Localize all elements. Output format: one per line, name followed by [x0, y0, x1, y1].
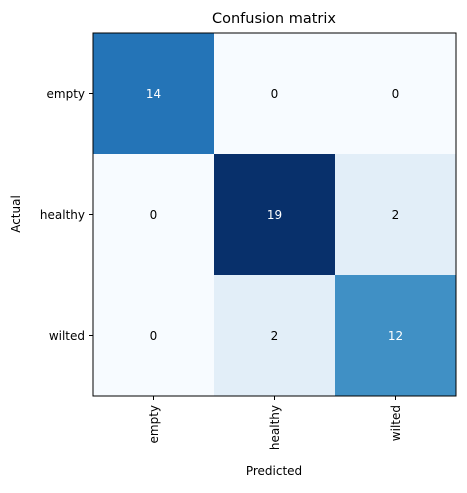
- heatmap-cell-value-0-2: 0: [392, 87, 400, 101]
- heatmap-cell-value-0-0: 14: [146, 87, 161, 101]
- heatmap-cell-value-1-0: 0: [150, 208, 158, 222]
- heatmap-cell-0-2: [335, 33, 457, 155]
- heatmap-cell-1-0: [93, 154, 215, 276]
- heatmap-cell-value-1-2: 2: [392, 208, 400, 222]
- x-tick-label-1: healthy: [268, 405, 282, 450]
- heatmap-cell-1-1: [214, 154, 336, 276]
- heatmap-cell-1-2: [335, 154, 457, 276]
- x-axis-ticks: empty healthy wilted: [147, 396, 403, 450]
- heatmap-cell-2-0: [93, 275, 215, 397]
- heatmap-cell-0-1: [214, 33, 336, 155]
- y-tick-label-2: wilted: [49, 329, 85, 343]
- y-axis-ticks: empty healthy wilted: [40, 87, 93, 343]
- heatmap-cell-value-2-0: 0: [150, 329, 158, 343]
- heatmap-cell-labels: 14 0 0 0 19 2 0 2 12: [146, 87, 403, 343]
- heatmap-cell-0-0: [93, 33, 215, 155]
- y-axis-label: Actual: [9, 195, 23, 233]
- x-tick-label-2: wilted: [389, 405, 403, 441]
- heatmap-cells: [93, 33, 457, 397]
- chart-title: Confusion matrix: [212, 11, 336, 27]
- x-tick-label-0: empty: [147, 405, 161, 444]
- heatmap-cell-value-2-1: 2: [271, 329, 279, 343]
- heatmap-cell-value-2-2: 12: [388, 329, 403, 343]
- heatmap-cell-value-1-1: 19: [267, 208, 282, 222]
- heatmap-cell-value-0-1: 0: [271, 87, 279, 101]
- heatmap-cell-2-1: [214, 275, 336, 397]
- x-axis-label: Predicted: [246, 464, 302, 478]
- y-tick-label-1: healthy: [40, 208, 85, 222]
- y-tick-label-0: empty: [47, 87, 86, 101]
- heatmap-cell-2-2: [335, 275, 457, 397]
